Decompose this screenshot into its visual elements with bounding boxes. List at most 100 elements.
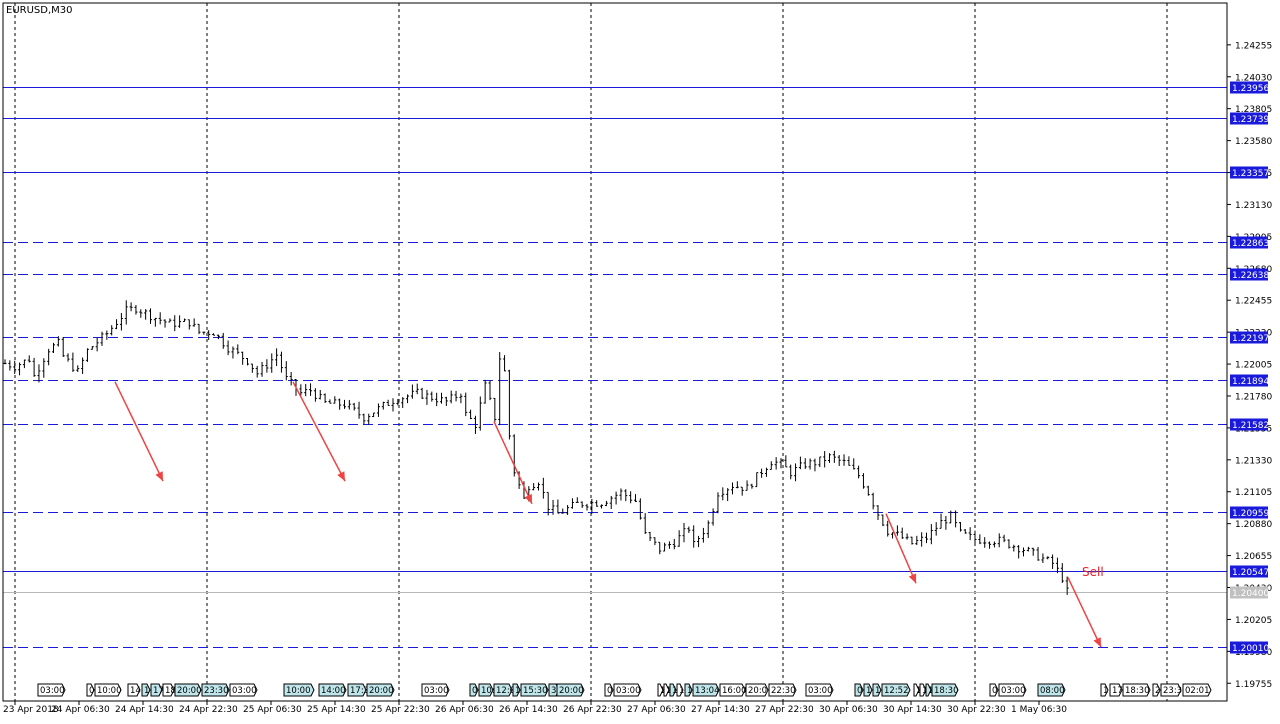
candle [570, 498, 574, 509]
price-tick-label: 1.21105 [1235, 488, 1272, 498]
candle [755, 472, 759, 488]
candle [556, 499, 560, 514]
candle [1065, 576, 1069, 595]
candle [333, 396, 337, 404]
time-tick-label: 30 Apr 14:30 [883, 705, 942, 715]
candle [66, 353, 70, 362]
candle [313, 388, 317, 402]
candle [920, 532, 924, 547]
time-tag-label: 1 [916, 686, 921, 696]
time-tag-shape [669, 683, 677, 697]
time-tag-label: 17 [153, 686, 164, 696]
time-tag: 17:3 [347, 683, 369, 697]
level-price-tag [1230, 506, 1268, 519]
candle [129, 302, 133, 312]
candle [488, 380, 492, 401]
candle [760, 468, 764, 478]
price-tick-label: 1.22005 [1235, 361, 1272, 371]
candle [357, 401, 361, 419]
time-tag-shape [37, 683, 66, 697]
time-tag-label: 0 [607, 686, 612, 696]
candle [794, 463, 798, 482]
candle [1012, 544, 1016, 552]
time-tag-label: 2 [1155, 686, 1160, 696]
time-tag: 1 [676, 683, 684, 697]
candle [52, 342, 55, 354]
time-tag-shape [805, 683, 834, 697]
time-tag-shape [201, 683, 230, 697]
candle [1055, 557, 1059, 574]
candle [697, 535, 701, 548]
price-tick-label: 1.20880 [1235, 520, 1272, 530]
candle [740, 486, 744, 496]
candle [202, 331, 206, 335]
candle [988, 541, 992, 549]
candle [750, 483, 754, 489]
time-tick-label: 27 Apr 06:30 [627, 705, 686, 715]
candle [124, 300, 128, 325]
candle [231, 346, 235, 359]
price-tick-label: 1.23130 [1235, 201, 1272, 211]
horizontal-levels[interactable] [3, 87, 1227, 648]
candle [386, 399, 390, 406]
time-tag-shape [86, 683, 95, 697]
time-tick-label: 25 Apr 06:30 [243, 705, 302, 715]
time-tag-shape [604, 683, 614, 697]
candle [503, 355, 507, 372]
candle [1060, 563, 1064, 583]
candle [798, 456, 802, 470]
time-tag: 1 [512, 683, 521, 697]
candle [895, 525, 899, 536]
time-tag-label: 1 [144, 686, 149, 696]
time-tag: 03:00 [805, 683, 834, 697]
candle [871, 492, 875, 510]
time-tag-label: 1 [666, 686, 671, 696]
candle [469, 409, 473, 420]
candle [978, 534, 982, 545]
time-tag-shape [421, 683, 450, 697]
candle [706, 520, 710, 539]
candle [309, 383, 313, 396]
time-tag-shape [989, 683, 999, 697]
time-tick-label: 26 Apr 06:30 [435, 705, 494, 715]
candle [925, 532, 928, 544]
time-tag-label: 18:30 [934, 686, 959, 696]
time-tag-label: 1 [866, 686, 871, 696]
candle [270, 353, 274, 373]
candle [575, 497, 579, 503]
candle [857, 465, 861, 479]
candle [585, 503, 589, 511]
candle [32, 357, 36, 377]
signal-arrows[interactable] [114, 381, 1102, 648]
candle [376, 403, 380, 417]
candle [837, 455, 841, 466]
time-tag: 18:30 [1122, 683, 1151, 697]
candle [711, 508, 715, 526]
time-tag-shape [931, 683, 959, 697]
candle [992, 541, 996, 548]
level-price-tag [1230, 331, 1268, 344]
candle [265, 359, 269, 373]
candle [764, 467, 768, 477]
candle [643, 513, 647, 535]
level-price-tag [1230, 268, 1268, 281]
candle [1026, 546, 1030, 552]
time-tag-shape [493, 683, 513, 697]
arrow-head [908, 573, 917, 584]
candle [716, 492, 720, 514]
candle [42, 358, 46, 378]
time-tag-shape [318, 683, 347, 697]
time-tag-shape [469, 683, 479, 697]
sell-arrow [114, 381, 164, 482]
candle [900, 527, 904, 539]
candle [71, 352, 75, 372]
candle [852, 458, 856, 470]
sell-arrow [1067, 577, 1102, 648]
candle [149, 308, 152, 324]
candle [299, 384, 303, 396]
candle [1002, 534, 1006, 543]
candle [3, 359, 7, 365]
